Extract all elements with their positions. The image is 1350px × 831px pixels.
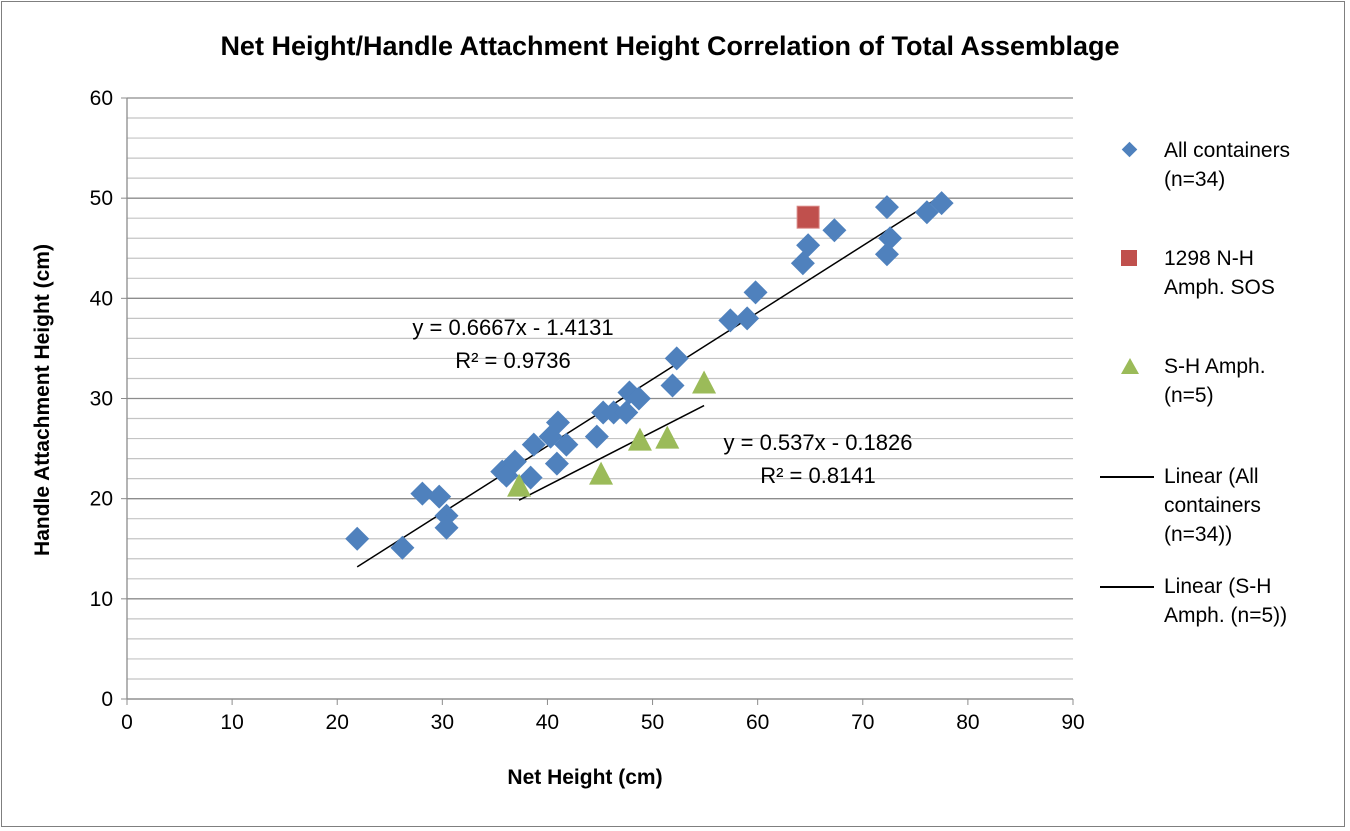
x-tick-label: 20: [326, 711, 349, 734]
data-point-diamond: [601, 400, 626, 425]
data-point-diamond: [544, 451, 569, 476]
data-point-diamond: [874, 195, 899, 220]
data-point-diamond: [518, 465, 543, 490]
x-tick-label: 10: [220, 711, 243, 734]
line-icon: [1100, 586, 1154, 588]
trendline-r-squared: R² = 0.9736: [455, 348, 571, 373]
trendline-r-squared: R² = 0.8141: [760, 463, 876, 488]
data-point-diamond: [626, 386, 651, 411]
data-point-diamond: [614, 400, 639, 425]
square-icon: [1121, 250, 1137, 266]
trendline-equation: y = 0.537x - 0.1826: [724, 430, 913, 455]
y-tick-label: 30: [90, 388, 113, 411]
legend-label: (n=5): [1164, 384, 1214, 407]
legend-label: Amph. (n=5)): [1164, 604, 1288, 627]
data-point-diamond: [345, 526, 370, 551]
x-tick-label: 0: [121, 711, 133, 734]
x-tick-label: 80: [956, 711, 979, 734]
y-tick-label: 10: [90, 588, 113, 611]
data-point-diamond: [390, 535, 415, 560]
data-point-diamond: [410, 481, 435, 506]
data-point-triangle: [589, 461, 614, 485]
trendline: [356, 194, 943, 568]
x-tick-label: 50: [641, 711, 664, 734]
data-point-diamond: [434, 503, 459, 528]
data-point-square: [796, 205, 820, 229]
data-point-diamond: [790, 251, 815, 276]
y-tick-label: 20: [90, 488, 113, 511]
legend-label: All containers: [1164, 139, 1291, 162]
data-point-diamond: [554, 432, 579, 457]
x-tick-label: 40: [536, 711, 559, 734]
y-tick-label: 40: [90, 287, 113, 310]
data-point-triangle: [692, 370, 717, 394]
legend-label: S-H Amph.: [1164, 355, 1266, 378]
data-point-diamond: [874, 242, 899, 267]
data-point-diamond: [664, 346, 689, 371]
data-point-diamond: [743, 280, 768, 305]
data-point-triangle: [507, 473, 532, 497]
trendline-equation: y = 0.6667x - 1.4131: [412, 315, 613, 340]
legend-label: Linear (All: [1164, 465, 1259, 488]
legend-label: (n=34)): [1164, 523, 1233, 546]
data-point-diamond: [427, 484, 452, 509]
data-point-diamond: [434, 515, 459, 540]
line-icon: [1100, 476, 1154, 478]
data-point-diamond: [545, 410, 570, 435]
y-tick-label: 0: [101, 688, 113, 711]
data-point-diamond: [929, 191, 954, 216]
data-point-diamond: [502, 449, 527, 474]
legend-label: containers: [1164, 494, 1261, 517]
data-point-diamond: [521, 432, 546, 457]
y-tick-label: 60: [90, 87, 113, 110]
y-axis-label: Handle Attachment Height (cm): [31, 244, 54, 556]
trendline: [518, 404, 705, 501]
data-point-diamond: [735, 306, 760, 331]
legend-label: 1298 N-H: [1164, 247, 1254, 270]
x-tick-label: 60: [746, 711, 769, 734]
data-point-diamond: [718, 308, 743, 333]
data-point-diamond: [796, 233, 821, 258]
legend-label: (n=34): [1164, 168, 1226, 191]
data-point-triangle: [627, 427, 652, 451]
legend-label: Linear (S-H: [1164, 575, 1272, 598]
x-axis-label: Net Height (cm): [507, 766, 662, 789]
data-point-diamond: [660, 373, 685, 398]
data-point-diamond: [822, 218, 847, 243]
data-point-diamond: [584, 424, 609, 449]
chart-title: Net Height/Handle Attachment Height Corr…: [220, 31, 1119, 61]
x-tick-label: 90: [1061, 711, 1084, 734]
legend-label: Amph. SOS: [1164, 276, 1275, 299]
data-point-diamond: [878, 226, 903, 251]
x-tick-label: 30: [431, 711, 454, 734]
y-tick-label: 50: [90, 187, 113, 210]
data-point-triangle: [655, 425, 680, 449]
triangle-icon: [1121, 358, 1139, 374]
x-tick-label: 70: [851, 711, 874, 734]
